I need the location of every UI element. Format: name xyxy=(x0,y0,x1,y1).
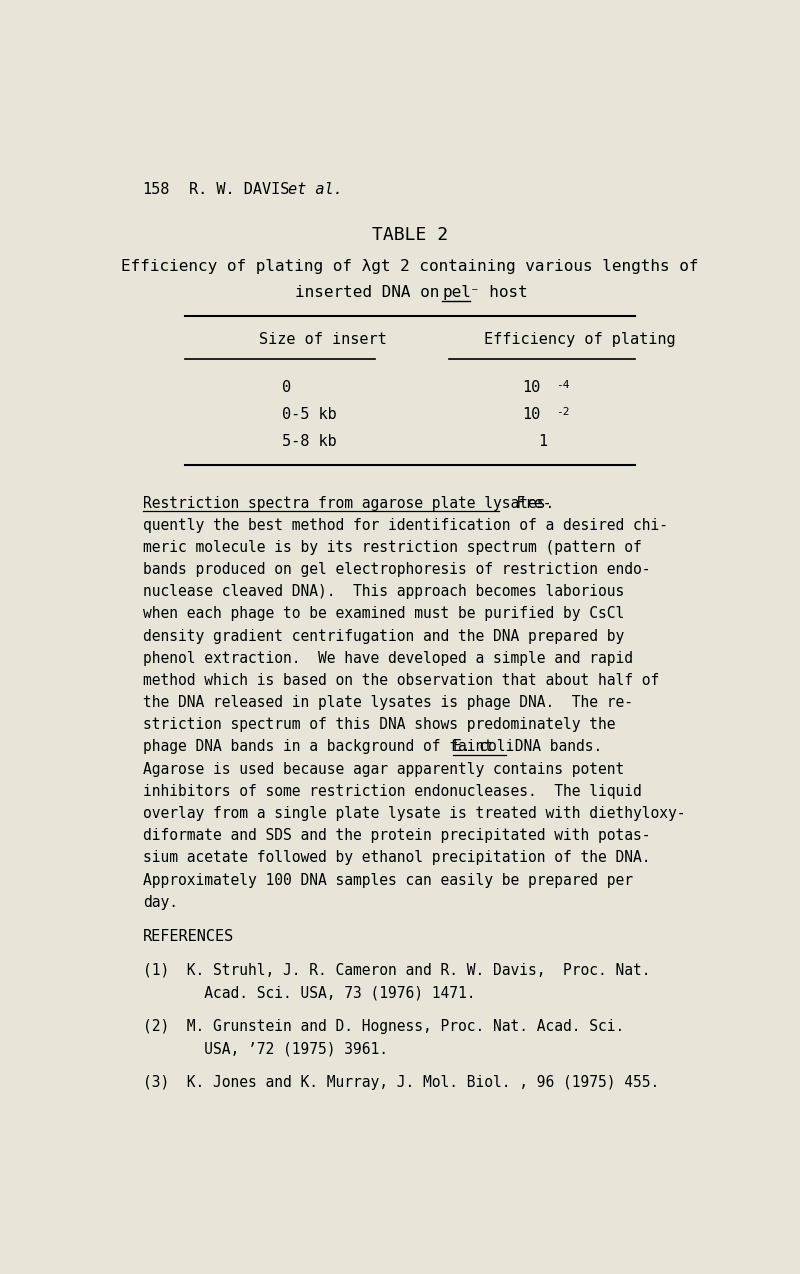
Text: 0-5 kb: 0-5 kb xyxy=(282,406,337,422)
Text: nuclease cleaved DNA).  This approach becomes laborious: nuclease cleaved DNA). This approach bec… xyxy=(142,585,624,599)
Text: the DNA released in plate lysates is phage DNA.  The re-: the DNA released in plate lysates is pha… xyxy=(142,696,633,710)
Text: 10: 10 xyxy=(522,380,541,395)
Text: density gradient centrifugation and the DNA prepared by: density gradient centrifugation and the … xyxy=(142,628,624,643)
Text: phenol extraction.  We have developed a simple and rapid: phenol extraction. We have developed a s… xyxy=(142,651,633,666)
Text: meric molecule is by its restriction spectrum (pattern of: meric molecule is by its restriction spe… xyxy=(142,540,642,555)
Text: when each phage to be examined must be purified by CsCl: when each phage to be examined must be p… xyxy=(142,606,624,622)
Text: 1: 1 xyxy=(538,434,547,448)
Text: R. W. DAVIS: R. W. DAVIS xyxy=(189,182,290,197)
Text: Agarose is used because agar apparently contains potent: Agarose is used because agar apparently … xyxy=(142,762,624,777)
Text: Approximately 100 DNA samples can easily be prepared per: Approximately 100 DNA samples can easily… xyxy=(142,873,633,888)
Text: ⁻ host: ⁻ host xyxy=(470,285,527,301)
Text: sium acetate followed by ethanol precipitation of the DNA.: sium acetate followed by ethanol precipi… xyxy=(142,850,650,865)
Text: overlay from a single plate lysate is treated with diethyloxy-: overlay from a single plate lysate is tr… xyxy=(142,806,685,820)
Text: inserted DNA on: inserted DNA on xyxy=(295,285,450,301)
Text: E. coli: E. coli xyxy=(454,739,514,754)
Text: (1)  K. Struhl, J. R. Cameron and R. W. Davis,  Proc. Nat.: (1) K. Struhl, J. R. Cameron and R. W. D… xyxy=(142,963,650,978)
Text: REFERENCES: REFERENCES xyxy=(142,929,234,944)
Text: Fre-: Fre- xyxy=(499,496,551,511)
Text: DNA bands.: DNA bands. xyxy=(506,739,602,754)
Text: -2: -2 xyxy=(557,406,570,417)
Text: (3)  K. Jones and K. Murray, J. Mol. Biol. , 96 (1975) 455.: (3) K. Jones and K. Murray, J. Mol. Biol… xyxy=(142,1075,659,1091)
Text: Restriction spectra from agarose plate lysates.: Restriction spectra from agarose plate l… xyxy=(142,496,554,511)
Text: USA, ’72 (1975) 3961.: USA, ’72 (1975) 3961. xyxy=(142,1041,388,1056)
Text: day.: day. xyxy=(142,894,178,910)
Text: quently the best method for identification of a desired chi-: quently the best method for identificati… xyxy=(142,517,668,533)
Text: Efficiency of plating of λgt 2 containing various lengths of: Efficiency of plating of λgt 2 containin… xyxy=(122,259,698,274)
Text: 158: 158 xyxy=(142,182,170,197)
Text: (2)  M. Grunstein and D. Hogness, Proc. Nat. Acad. Sci.: (2) M. Grunstein and D. Hogness, Proc. N… xyxy=(142,1019,624,1034)
Text: pel: pel xyxy=(442,285,471,301)
Text: inhibitors of some restriction endonucleases.  The liquid: inhibitors of some restriction endonucle… xyxy=(142,784,642,799)
Text: method which is based on the observation that about half of: method which is based on the observation… xyxy=(142,673,659,688)
Text: Size of insert: Size of insert xyxy=(259,331,386,347)
Text: phage DNA bands in a background of faint: phage DNA bands in a background of faint xyxy=(142,739,502,754)
Text: 5-8 kb: 5-8 kb xyxy=(282,434,337,448)
Text: Efficiency of plating: Efficiency of plating xyxy=(484,331,675,347)
Text: TABLE 2: TABLE 2 xyxy=(372,225,448,245)
Text: -4: -4 xyxy=(557,380,570,390)
Text: et al.: et al. xyxy=(287,182,342,197)
Text: 0: 0 xyxy=(282,380,291,395)
Text: 10: 10 xyxy=(522,406,541,422)
Text: diformate and SDS and the protein precipitated with potas-: diformate and SDS and the protein precip… xyxy=(142,828,650,843)
Text: Acad. Sci. USA, 73 (1976) 1471.: Acad. Sci. USA, 73 (1976) 1471. xyxy=(142,985,475,1000)
Text: striction spectrum of this DNA shows predominately the: striction spectrum of this DNA shows pre… xyxy=(142,717,615,733)
Text: bands produced on gel electrophoresis of restriction endo-: bands produced on gel electrophoresis of… xyxy=(142,562,650,577)
